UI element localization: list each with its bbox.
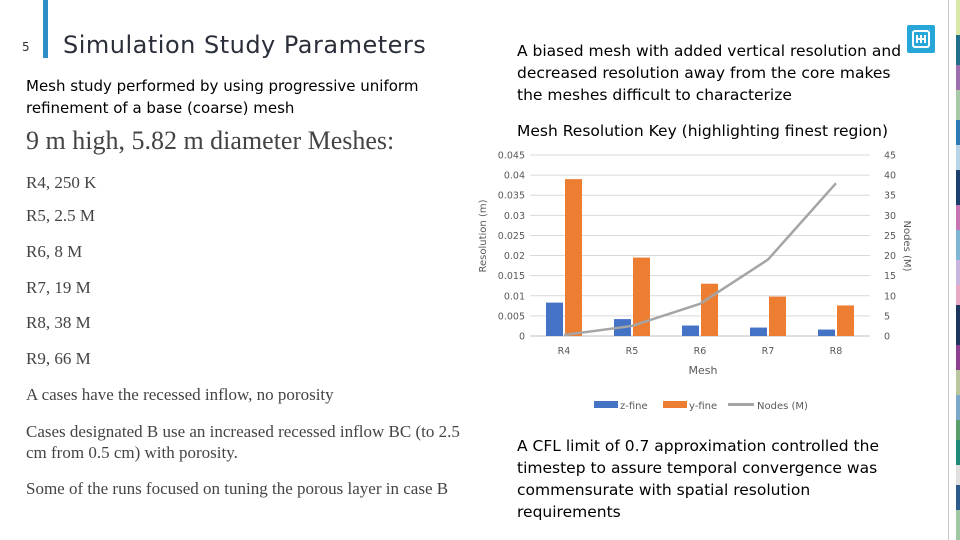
decorative-stripes — [956, 0, 960, 540]
x-tick-label: R6 — [694, 346, 707, 357]
legend-label-z-fine: z-fine — [620, 401, 648, 412]
y-tick-label: 0.025 — [498, 231, 525, 242]
bar-y-fine-R7 — [769, 296, 786, 336]
legend-label-y-fine: y-fine — [689, 401, 717, 412]
legend-swatch-z-fine — [594, 401, 618, 408]
stripe — [956, 285, 960, 305]
x-tick-label: R5 — [626, 346, 639, 357]
legend-label-nodes: Nodes (M) — [757, 401, 808, 412]
y2-tick-label: 15 — [884, 271, 896, 282]
mesh-item: R5, 2.5 M — [26, 206, 95, 225]
stripe — [956, 205, 960, 230]
stripe — [956, 65, 960, 90]
stripe — [956, 145, 960, 170]
cfl-text: A CFL limit of 0.7 approximation control… — [517, 437, 879, 521]
bar-z-fine-R8 — [818, 329, 835, 336]
chart-bars — [546, 179, 854, 336]
mesh-resolution-chart: 0 0 0.005 5 0.01 10 0.015 15 0.02 20 0.025 25 0.03 30… — [478, 151, 912, 413]
mesh-item: R8, 38 M — [26, 313, 91, 332]
y-tick-label: 0.035 — [498, 191, 525, 202]
y-tick-label: 0.01 — [504, 291, 525, 302]
y-tick-label: 0.015 — [498, 271, 525, 282]
x-tick-label: R7 — [762, 346, 775, 357]
chart-ticks: 0 0 0.005 5 0.01 10 0.015 15 0.02 20 0.025 25 0.03 30… — [498, 151, 896, 358]
stripe — [956, 345, 960, 370]
y-tick-label: 0.03 — [504, 211, 525, 222]
y-tick-label: 0 — [519, 332, 525, 343]
bar-z-fine-R7 — [750, 327, 767, 336]
bar-y-fine-R5 — [633, 257, 650, 336]
right-divider — [948, 0, 949, 540]
chart-grid — [530, 154, 870, 337]
y2-tick-label: 25 — [884, 231, 896, 242]
y-tick-label: 0.02 — [504, 251, 525, 262]
stripe — [956, 485, 960, 510]
y-tick-label: 0.005 — [498, 311, 525, 322]
stripe — [956, 260, 960, 285]
y-tick-label: 0.045 — [498, 151, 525, 162]
sandia-logo-icon — [907, 25, 935, 53]
y-axis-label: Resolution (m) — [478, 199, 489, 272]
y2-tick-label: 5 — [884, 311, 890, 322]
note-porous-layer: Some of the runs focused on tuning the p… — [26, 479, 449, 498]
y-tick-label: 0.04 — [504, 171, 525, 182]
note-recessed-inflow: A cases have the recessed inflow, no por… — [26, 385, 334, 404]
bar-y-fine-R6 — [701, 283, 718, 336]
title-accent-bar — [43, 0, 48, 58]
mesh-item: R6, 8 M — [26, 242, 83, 261]
y2-tick-label: 20 — [884, 251, 896, 262]
legend-swatch-y-fine — [663, 401, 687, 408]
nodes-line — [563, 182, 837, 337]
stripe — [956, 90, 960, 120]
y2-axis-label: Nodes (M) — [901, 221, 912, 272]
x-axis-label: Mesh — [689, 364, 718, 377]
bar-y-fine-R4 — [565, 179, 582, 336]
bar-z-fine-R4 — [546, 302, 563, 336]
bar-y-fine-R8 — [837, 305, 854, 336]
stripe — [956, 510, 960, 540]
slide-title: Simulation Study Parameters — [63, 31, 427, 59]
y2-tick-label: 0 — [884, 332, 890, 343]
y2-tick-label: 45 — [884, 151, 896, 162]
stripe — [956, 370, 960, 395]
note-designated-b: Cases designated B use an increased rece… — [26, 422, 460, 462]
mesh-heading: 9 m high, 5.82 m diameter Meshes: — [26, 126, 395, 155]
mesh-item: R9, 66 M — [26, 349, 91, 368]
stripe — [956, 420, 960, 440]
y2-tick-label: 10 — [884, 291, 896, 302]
y2-tick-label: 40 — [884, 171, 896, 182]
mesh-item: R4, 250 K — [26, 173, 97, 192]
bar-z-fine-R6 — [682, 325, 699, 336]
chart-legend: z-fine y-fine Nodes (M) — [594, 401, 808, 412]
stripe — [956, 120, 960, 145]
stripe — [956, 465, 960, 485]
stripe — [956, 0, 960, 35]
y2-tick-label: 35 — [884, 191, 896, 202]
stripe — [956, 305, 960, 345]
stripe — [956, 35, 960, 65]
y2-tick-label: 30 — [884, 211, 896, 222]
mesh-item: R7, 19 M — [26, 278, 91, 297]
chart-title: Mesh Resolution Key (highlighting finest… — [517, 122, 889, 140]
stripe — [956, 440, 960, 465]
x-tick-label: R8 — [830, 346, 843, 357]
x-tick-label: R4 — [558, 346, 571, 357]
stripe — [956, 395, 960, 420]
biased-mesh-text: A biased mesh with added vertical resolu… — [517, 42, 902, 104]
stripe — [956, 230, 960, 260]
chart-line — [563, 182, 837, 337]
slide-number: 5 — [22, 40, 30, 54]
intro-text: Mesh study performed by using progressiv… — [26, 77, 419, 117]
stripe — [956, 170, 960, 205]
